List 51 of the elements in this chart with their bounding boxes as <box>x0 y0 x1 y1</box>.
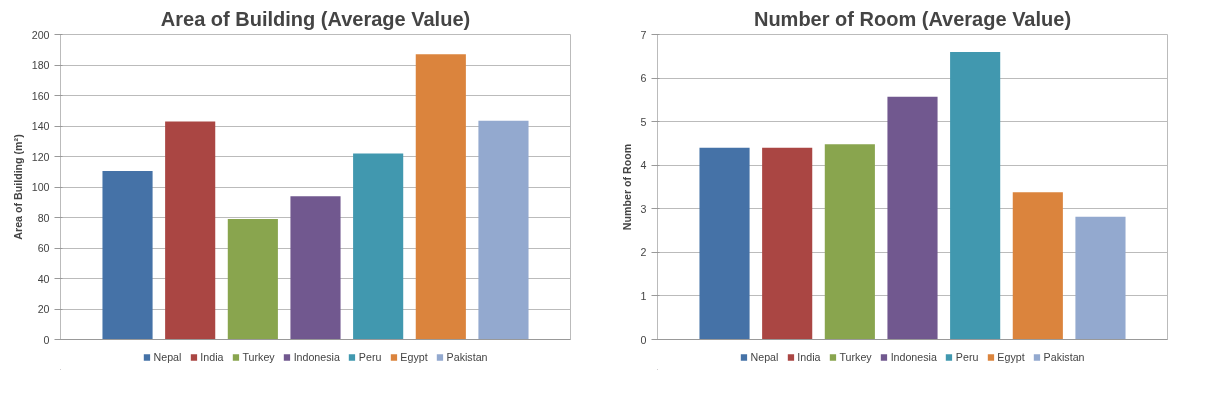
y-tick-label: 160 <box>31 89 50 102</box>
bar <box>227 219 278 340</box>
bar <box>762 147 813 340</box>
bar <box>887 96 938 340</box>
y-tick-label: 4 <box>640 159 647 172</box>
bar <box>824 144 875 340</box>
legend-label: India <box>797 351 821 363</box>
y-tick-label: 80 <box>37 211 50 224</box>
legend-label: India <box>200 351 224 363</box>
y-axis-title: Area of Building (m²) <box>11 133 24 240</box>
bar <box>950 51 1001 340</box>
bar <box>699 147 750 340</box>
legend-label: Indonesia <box>293 351 340 363</box>
legend-label: Turkey <box>839 351 872 363</box>
y-tick-label: 180 <box>31 59 50 71</box>
bar <box>290 196 341 340</box>
bar <box>165 121 216 340</box>
y-tick-label: 7 <box>640 28 647 41</box>
y-tick-label: 6 <box>640 72 647 85</box>
y-tick-label: 60 <box>37 242 50 254</box>
y-tick-label: 2 <box>640 246 647 259</box>
chart-title: Area of Building (Average Value) <box>160 7 471 30</box>
legend-label: Nepal <box>153 351 182 363</box>
y-tick-label: 5 <box>640 115 647 128</box>
y-tick-label: 140 <box>31 120 50 132</box>
bar <box>353 153 404 340</box>
bar <box>102 170 153 340</box>
legend-label: Indonesia <box>890 351 937 363</box>
legend-label: Pakistan <box>1043 351 1085 363</box>
y-tick-label: 200 <box>31 28 50 41</box>
y-tick-label: 20 <box>37 303 50 315</box>
legend-label: Egypt <box>400 351 428 363</box>
y-tick-label: 3 <box>640 202 647 215</box>
bar <box>415 54 466 340</box>
y-axis-title: Number of Room <box>620 143 633 231</box>
legend-label: Peru <box>358 351 382 363</box>
y-tick-label: 0 <box>43 333 50 346</box>
y-tick-label: 40 <box>37 272 50 285</box>
legend-label: Egypt <box>997 351 1025 363</box>
legend-label: Pakistan <box>446 351 488 363</box>
legend-label: Peru <box>955 351 979 363</box>
y-tick-label: 0 <box>640 333 647 346</box>
bar <box>478 120 529 340</box>
legend-label: Nepal <box>750 351 779 363</box>
bar <box>1075 216 1126 340</box>
y-tick-label: 1 <box>640 289 647 302</box>
y-tick-label: 120 <box>31 150 50 163</box>
chart-title: Number of Room (Average Value) <box>753 7 1072 30</box>
y-tick-label: 100 <box>31 181 50 193</box>
legend-label: Turkey <box>242 351 275 363</box>
bar <box>1012 192 1063 340</box>
